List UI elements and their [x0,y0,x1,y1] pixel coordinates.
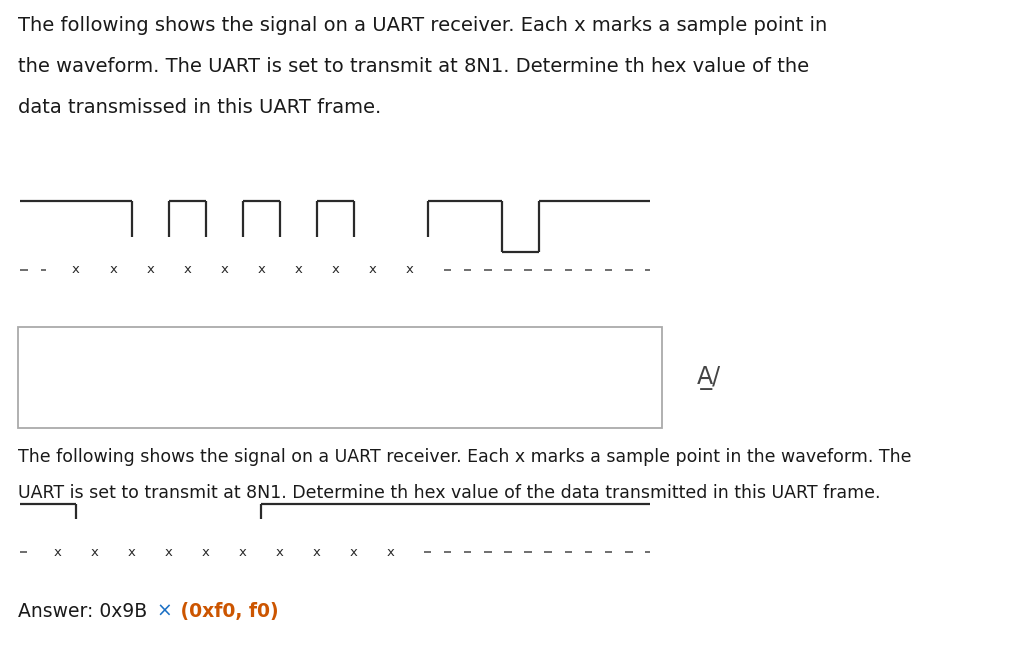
Text: x: x [202,546,210,559]
Text: x: x [369,263,377,276]
Text: The following shows the signal on a UART receiver. Each x marks a sample point i: The following shows the signal on a UART… [18,16,827,35]
Text: x: x [387,546,395,559]
Text: x: x [406,263,414,276]
Text: x: x [257,263,265,276]
Text: A̲/: A̲/ [696,366,721,390]
Text: x: x [183,263,191,276]
Text: x: x [91,546,98,559]
Text: x: x [350,546,357,559]
Text: x: x [72,263,80,276]
Text: ×: × [157,602,172,621]
Text: x: x [110,263,117,276]
Text: x: x [294,263,302,276]
Text: UART is set to transmit at 8N1. Determine th hex value of the data transmitted i: UART is set to transmit at 8N1. Determin… [18,484,881,501]
Text: x: x [332,263,339,276]
Text: (0xf0, f0): (0xf0, f0) [174,602,279,621]
Text: The following shows the signal on a UART receiver. Each x marks a sample point i: The following shows the signal on a UART… [18,448,912,466]
Text: x: x [220,263,228,276]
Text: Answer: 0x9B: Answer: 0x9B [18,602,154,621]
Text: x: x [146,263,154,276]
Text: x: x [165,546,173,559]
Text: x: x [239,546,247,559]
Text: x: x [275,546,284,559]
Text: x: x [313,546,321,559]
Text: data transmissed in this UART frame.: data transmissed in this UART frame. [18,98,382,117]
Text: x: x [128,546,135,559]
Text: x: x [53,546,61,559]
Text: the waveform. The UART is set to transmit at 8N1. Determine th hex value of the: the waveform. The UART is set to transmi… [18,57,810,76]
